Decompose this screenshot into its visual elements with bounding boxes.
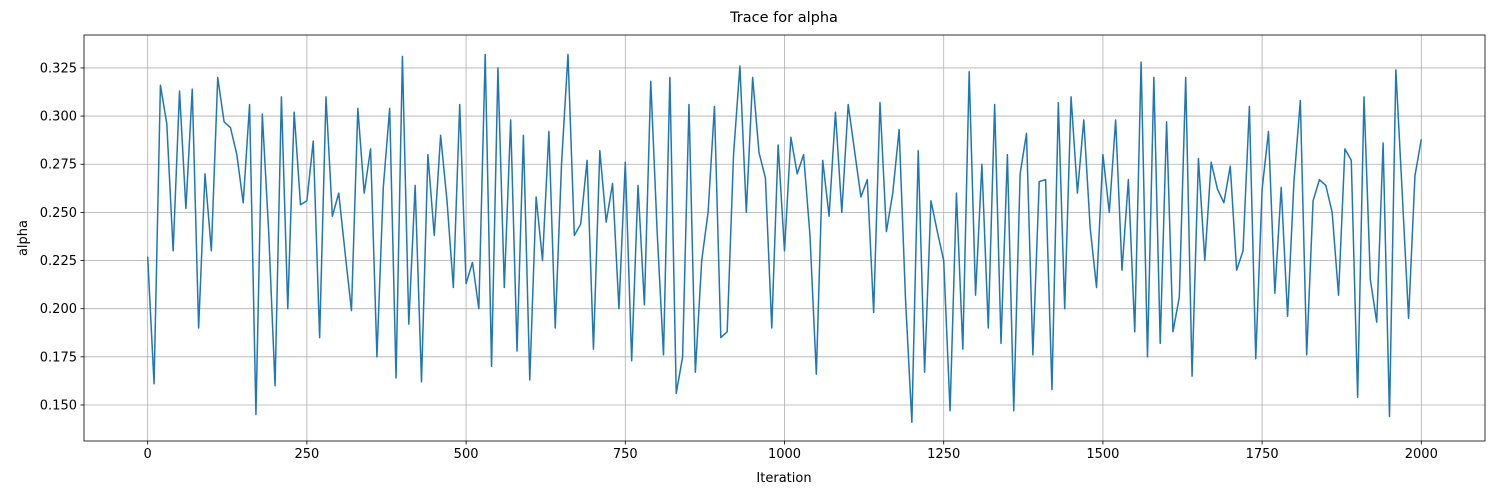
chart-title: Trace for alpha	[729, 10, 838, 26]
x-tick-label: 1000	[768, 447, 801, 462]
x-tick-label: 250	[294, 447, 319, 462]
x-tick-label: 1250	[927, 447, 960, 462]
x-tick-label: 1750	[1246, 447, 1279, 462]
x-tick-label: 0	[144, 447, 152, 462]
y-tick-label: 0.150	[40, 398, 77, 413]
y-tick-label: 0.250	[40, 206, 77, 221]
y-tick-label: 0.200	[40, 302, 77, 317]
y-tick-label: 0.175	[40, 350, 77, 365]
y-tick-label: 0.275	[40, 158, 77, 173]
y-tick-label: 0.325	[40, 61, 77, 76]
x-tick-label: 750	[613, 447, 638, 462]
x-tick-label: 1500	[1086, 447, 1119, 462]
y-tick-label: 0.300	[40, 110, 77, 125]
plot-frame	[83, 34, 1486, 442]
y-tick-label: 0.225	[40, 254, 77, 269]
y-axis-label: alpha	[16, 220, 31, 256]
x-axis-label: Iteration	[756, 471, 811, 486]
x-tick-label: 500	[454, 447, 479, 462]
x-tick-label: 2000	[1405, 447, 1438, 462]
trace-line	[146, 53, 1423, 424]
